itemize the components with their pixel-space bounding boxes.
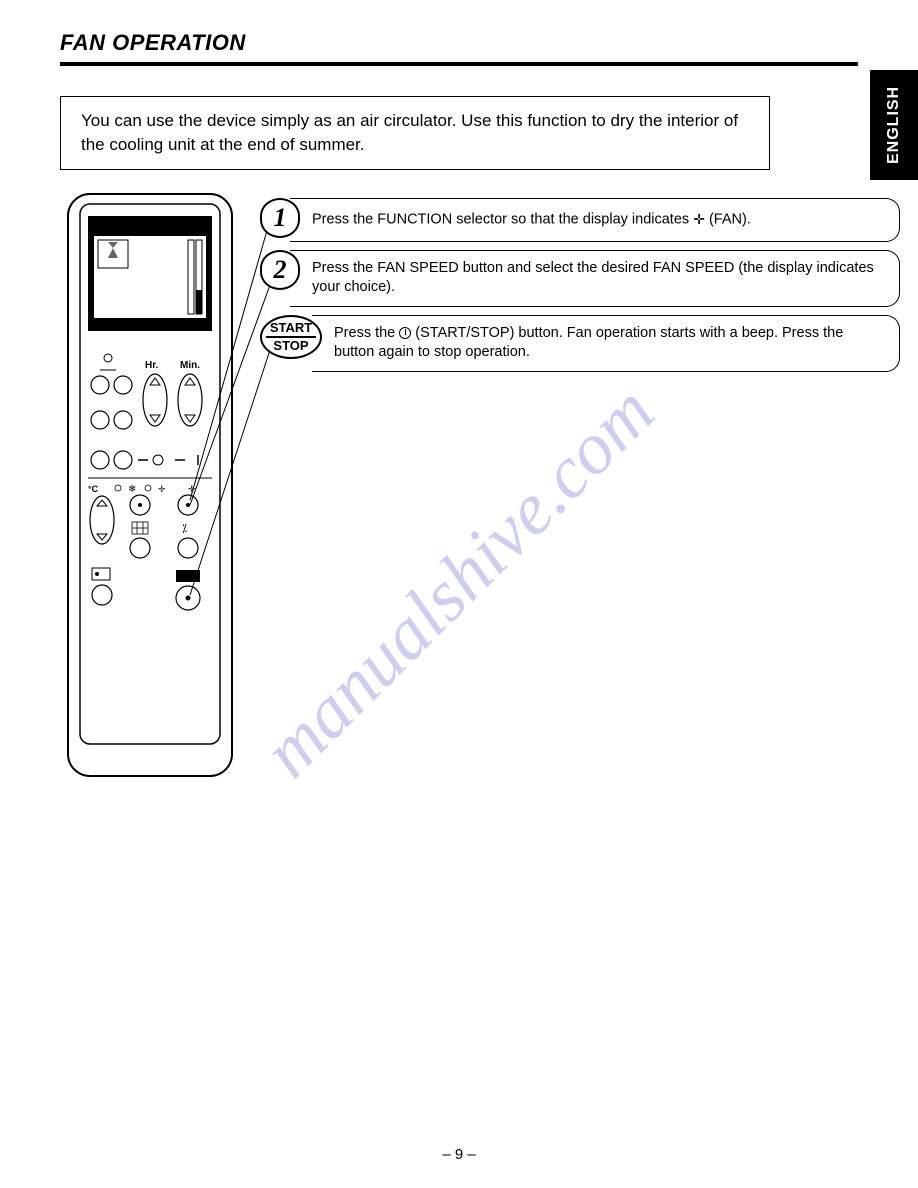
svg-text:❄: ❄ [128, 484, 136, 495]
language-tab: ENGLISH [870, 70, 918, 180]
step-2-text: Press the FAN SPEED button and select th… [290, 250, 900, 307]
svg-text:✛: ✛ [188, 484, 196, 494]
step-2: 2 Press the FAN SPEED button and select … [260, 250, 900, 307]
svg-text:✛: ✛ [158, 484, 166, 494]
step-1-text: Press the FUNCTION selector so that the … [290, 198, 900, 242]
section-title: FAN OPERATION [60, 30, 858, 66]
step-1-text-post: (FAN). [705, 211, 751, 227]
step-2-text-pre: Press the FAN SPEED button and select th… [312, 260, 874, 296]
step-1: 1 Press the FUNCTION selector so that th… [260, 198, 900, 242]
step-3: START STOP Press the (START/STOP) button… [260, 315, 900, 372]
step-3-text: Press the (START/STOP) button. Fan opera… [312, 315, 900, 372]
intro-box: You can use the device simply as an air … [60, 96, 770, 170]
remote-illustration: Hr. Min. [60, 190, 240, 780]
page-number: – 9 – [442, 1146, 475, 1163]
step-3-badge: START STOP [260, 315, 322, 359]
step-1-text-pre: Press the FUNCTION selector so that the … [312, 211, 693, 227]
step-2-badge: 2 [260, 250, 300, 290]
power-icon [399, 327, 411, 339]
step-3-badge-bot: STOP [273, 339, 308, 353]
svg-text:Min.: Min. [180, 360, 200, 371]
fan-icon: ✛ [693, 210, 705, 229]
step-list: 1 Press the FUNCTION selector so that th… [260, 198, 900, 380]
page: FAN OPERATION ENGLISH You can use the de… [0, 0, 918, 1188]
svg-text:°C: °C [88, 484, 99, 494]
step-3-badge-top: START [270, 321, 312, 335]
step-3-text-pre: Press the [334, 325, 399, 341]
step-1-badge: 1 [260, 198, 300, 238]
svg-text:⁒: ⁒ [182, 523, 187, 535]
watermark: manualshive.com [247, 370, 672, 795]
svg-text:Hr.: Hr. [145, 360, 159, 371]
